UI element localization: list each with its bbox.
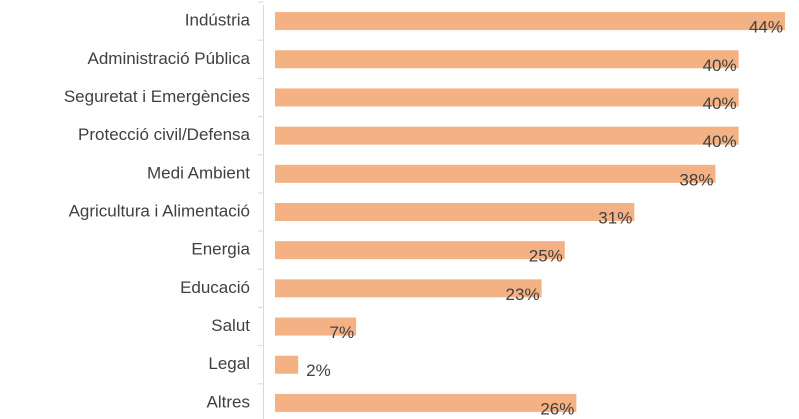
category-label: Medi Ambient xyxy=(147,163,250,182)
bar xyxy=(275,279,542,298)
bar xyxy=(275,12,785,31)
bar xyxy=(275,393,577,412)
category-label: Agricultura i Alimentació xyxy=(69,201,250,220)
value-label: 31% xyxy=(598,208,632,227)
category-label: Administració Pública xyxy=(87,49,250,68)
category-label: Legal xyxy=(208,354,250,373)
value-label: 40% xyxy=(703,56,737,75)
bar xyxy=(275,241,565,260)
value-label: 26% xyxy=(540,399,574,418)
category-label: Protecció civil/Defensa xyxy=(78,125,251,144)
category-label: Indústria xyxy=(185,11,251,30)
value-label: 44% xyxy=(749,18,783,37)
bar xyxy=(275,164,716,183)
value-label: 40% xyxy=(703,132,737,151)
bar xyxy=(275,355,299,374)
bar xyxy=(275,88,739,107)
bar xyxy=(275,203,635,221)
value-label: 2% xyxy=(306,361,331,380)
category-label: Educació xyxy=(180,278,250,297)
category-label: Salut xyxy=(211,316,250,335)
category-label: Energia xyxy=(191,240,250,259)
bar xyxy=(275,126,739,145)
bar xyxy=(275,317,357,336)
bar xyxy=(275,50,739,69)
value-label: 40% xyxy=(703,94,737,113)
value-label: 7% xyxy=(330,323,355,342)
value-label: 25% xyxy=(529,247,563,266)
category-label: Seguretat i Emergències xyxy=(64,87,250,106)
value-label: 38% xyxy=(679,170,713,189)
category-label: Altres xyxy=(207,392,250,411)
value-label: 23% xyxy=(506,285,540,304)
